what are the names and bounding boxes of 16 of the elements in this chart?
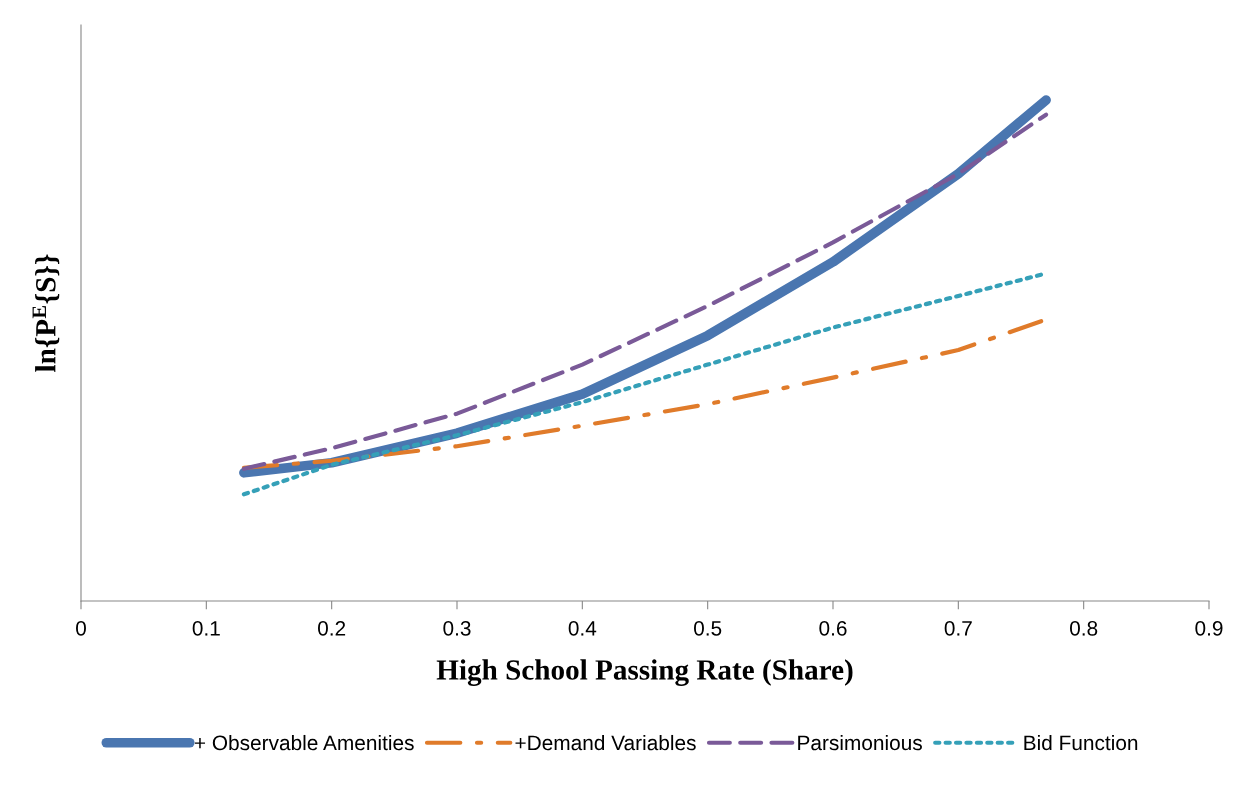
x-tick-label: 0.7 — [944, 620, 972, 636]
legend-label: +Demand Variables — [515, 734, 696, 751]
x-axis-title: High School Passing Rate (Share) — [436, 659, 853, 686]
x-tick-label: 0.6 — [819, 620, 847, 636]
x-tick-label: 0.9 — [1195, 620, 1223, 636]
y-axis-title: ln{P$^{E}${S}} — [32, 254, 60, 372]
x-tick-label: 0.4 — [568, 620, 597, 636]
x-tick-label: 0 — [76, 620, 86, 636]
legend-label: Parsimonious — [798, 734, 922, 751]
x-tick-label: 0.1 — [192, 620, 220, 636]
x-tick-label: 0.5 — [694, 620, 722, 636]
legend-label: Bid Function — [1024, 734, 1138, 751]
x-tick-label: 0.3 — [443, 620, 471, 636]
x-tick-label: 0.2 — [318, 620, 346, 636]
legend-label: + Observable Amenities — [194, 734, 414, 751]
x-tick-label: 0.8 — [1070, 620, 1098, 636]
